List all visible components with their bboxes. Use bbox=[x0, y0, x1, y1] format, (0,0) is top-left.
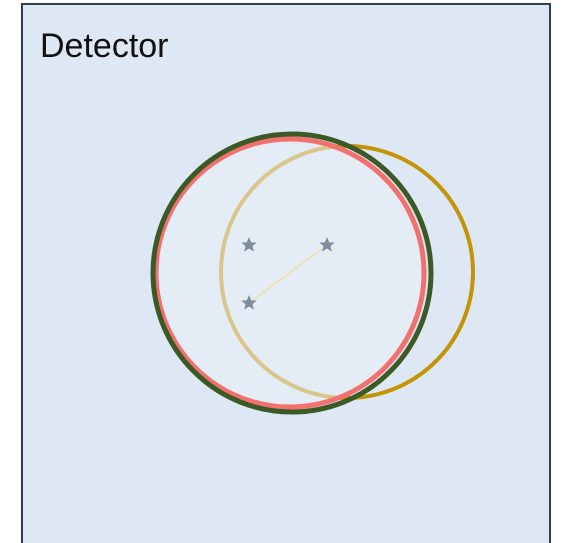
connector bbox=[248, 244, 328, 304]
red-circle bbox=[153, 136, 427, 410]
green-circle bbox=[150, 131, 434, 415]
detector-label: Detector bbox=[40, 27, 169, 65]
